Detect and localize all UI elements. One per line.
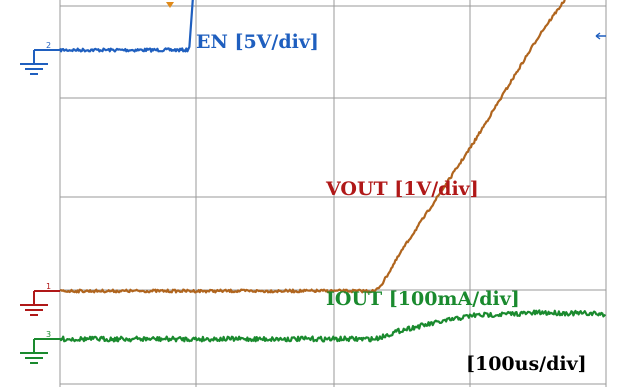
- ground-symbol-iout: 3: [20, 330, 60, 364]
- trace-en: [59, 0, 194, 53]
- ground-markers: 2 1 3: [20, 2, 606, 364]
- svg-text:3: 3: [46, 330, 51, 339]
- series-label-iout: IOUT [100mA/div]: [326, 288, 520, 310]
- trace-vout: [59, 0, 566, 294]
- level-arrow-icon: [595, 32, 606, 40]
- timebase-label: [100us/div]: [466, 353, 587, 375]
- trace-iout: [59, 309, 606, 343]
- svg-text:2: 2: [46, 41, 51, 50]
- traces: [59, 0, 606, 343]
- series-label-en: EN [5V/div]: [196, 31, 319, 53]
- series-label-vout: VOUT [1V/div]: [325, 178, 479, 200]
- trigger-marker-icon: [166, 2, 174, 8]
- ground-symbol-en: 2: [20, 41, 60, 75]
- ground-symbol-vout: 1: [20, 282, 60, 316]
- svg-text:1: 1: [46, 282, 51, 291]
